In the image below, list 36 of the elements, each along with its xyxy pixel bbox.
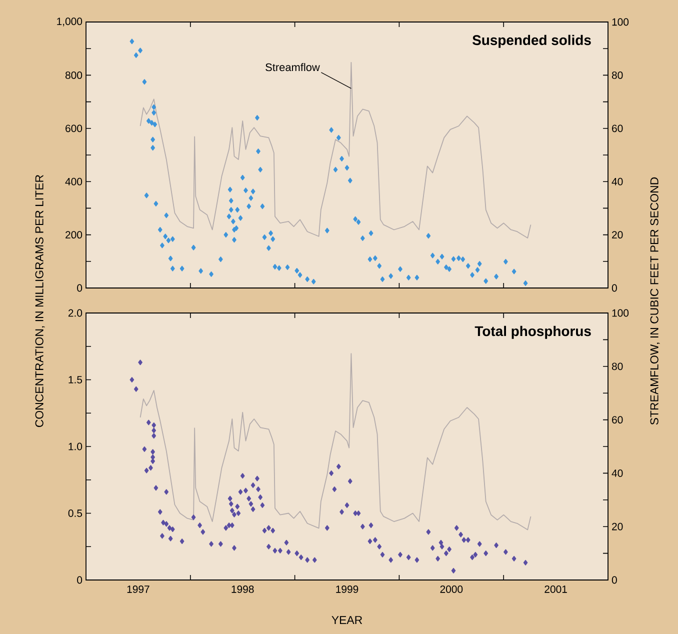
text: Suspended solids (472, 34, 591, 48)
x-tick-label: 1998 (232, 586, 254, 593)
x-tick-label: 1997 (127, 586, 150, 593)
x-tick-label: 2001 (544, 586, 567, 593)
line-series (140, 353, 532, 530)
y-tick-label: 0 (77, 576, 82, 584)
y2-tick-label: 60 (612, 416, 623, 424)
y2-tick-label: 40 (612, 470, 623, 477)
y2-tick-label: 40 (612, 178, 623, 186)
y-tick-label: 0.5 (68, 510, 82, 517)
y2-tick-label: 20 (612, 522, 623, 530)
y2-tick-label: 100 (612, 18, 629, 26)
y2-tick-label: 100 (612, 309, 629, 317)
x-tick-label: 2000 (440, 586, 463, 593)
y2-tick-label: 80 (612, 362, 623, 370)
y2-tick-label: 0 (612, 576, 617, 584)
y-tick-label: 600 (66, 124, 82, 132)
y-tick-label: 1.0 (68, 442, 82, 450)
y2-tick-label: 60 (612, 124, 623, 132)
y-tick-label: 0 (77, 284, 82, 292)
y2-tick-label: 0 (612, 284, 617, 292)
y-tick-label: 200 (66, 231, 82, 239)
y-tick-label: 400 (65, 178, 82, 186)
y2-tick-label: 80 (612, 71, 623, 79)
y-tick-label: 800 (65, 71, 82, 79)
x-tick-label: 1999 (336, 586, 358, 593)
y2-tick-label: 20 (612, 231, 623, 239)
y2-axis-title: STREAMFLOW, IN CUBIC FEET PER SECOND (650, 177, 660, 425)
y-tick-label: 1.5 (68, 376, 82, 384)
text: Total phosphorus (474, 326, 591, 339)
y-tick-label: 1,000 (57, 18, 82, 26)
y-axis-title: CONCENTRATION, IN MILLIGRAMS PER LITER (35, 174, 45, 427)
x-axis-title: YEAR (332, 616, 362, 624)
text: Streamflow (266, 63, 320, 72)
line-series (140, 62, 532, 238)
y-tick-label: 2.0 (68, 309, 82, 317)
